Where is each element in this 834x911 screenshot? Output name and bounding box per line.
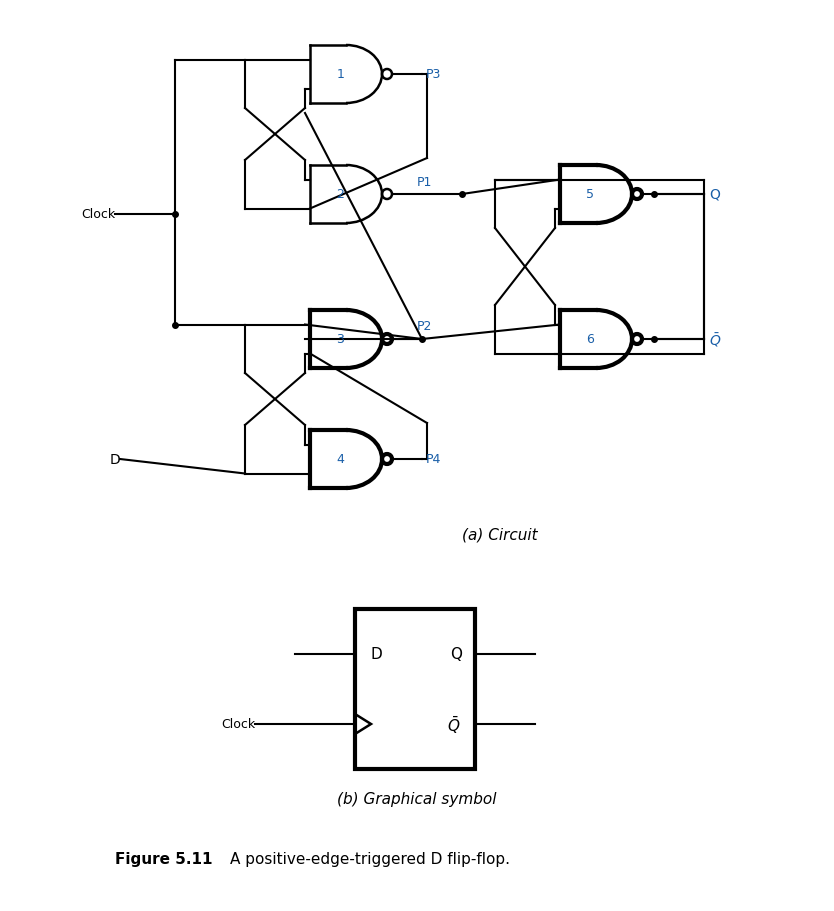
Text: (b) Graphical symbol: (b) Graphical symbol xyxy=(337,792,497,806)
Text: P2: P2 xyxy=(417,320,432,333)
Text: P3: P3 xyxy=(426,68,441,81)
Text: Figure 5.11: Figure 5.11 xyxy=(115,852,213,866)
Text: Clock: Clock xyxy=(221,718,255,731)
Text: (a) Circuit: (a) Circuit xyxy=(462,527,538,542)
Text: $\bar{Q}$: $\bar{Q}$ xyxy=(709,331,721,349)
Text: 5: 5 xyxy=(586,189,595,201)
Text: D: D xyxy=(370,647,382,661)
Bar xyxy=(355,609,475,769)
Text: 2: 2 xyxy=(336,189,344,201)
Text: Q: Q xyxy=(709,188,720,201)
Text: D: D xyxy=(109,453,120,466)
Text: Clock: Clock xyxy=(81,209,115,221)
Text: 4: 4 xyxy=(336,453,344,466)
Text: Q: Q xyxy=(450,647,462,661)
Text: 1: 1 xyxy=(336,68,344,81)
Text: A positive-edge-triggered D flip-flop.: A positive-edge-triggered D flip-flop. xyxy=(230,852,510,866)
Text: P4: P4 xyxy=(426,453,441,466)
Text: $\bar{Q}$: $\bar{Q}$ xyxy=(447,713,460,735)
Text: 6: 6 xyxy=(586,333,594,346)
Text: 3: 3 xyxy=(336,333,344,346)
Text: P1: P1 xyxy=(417,175,432,189)
